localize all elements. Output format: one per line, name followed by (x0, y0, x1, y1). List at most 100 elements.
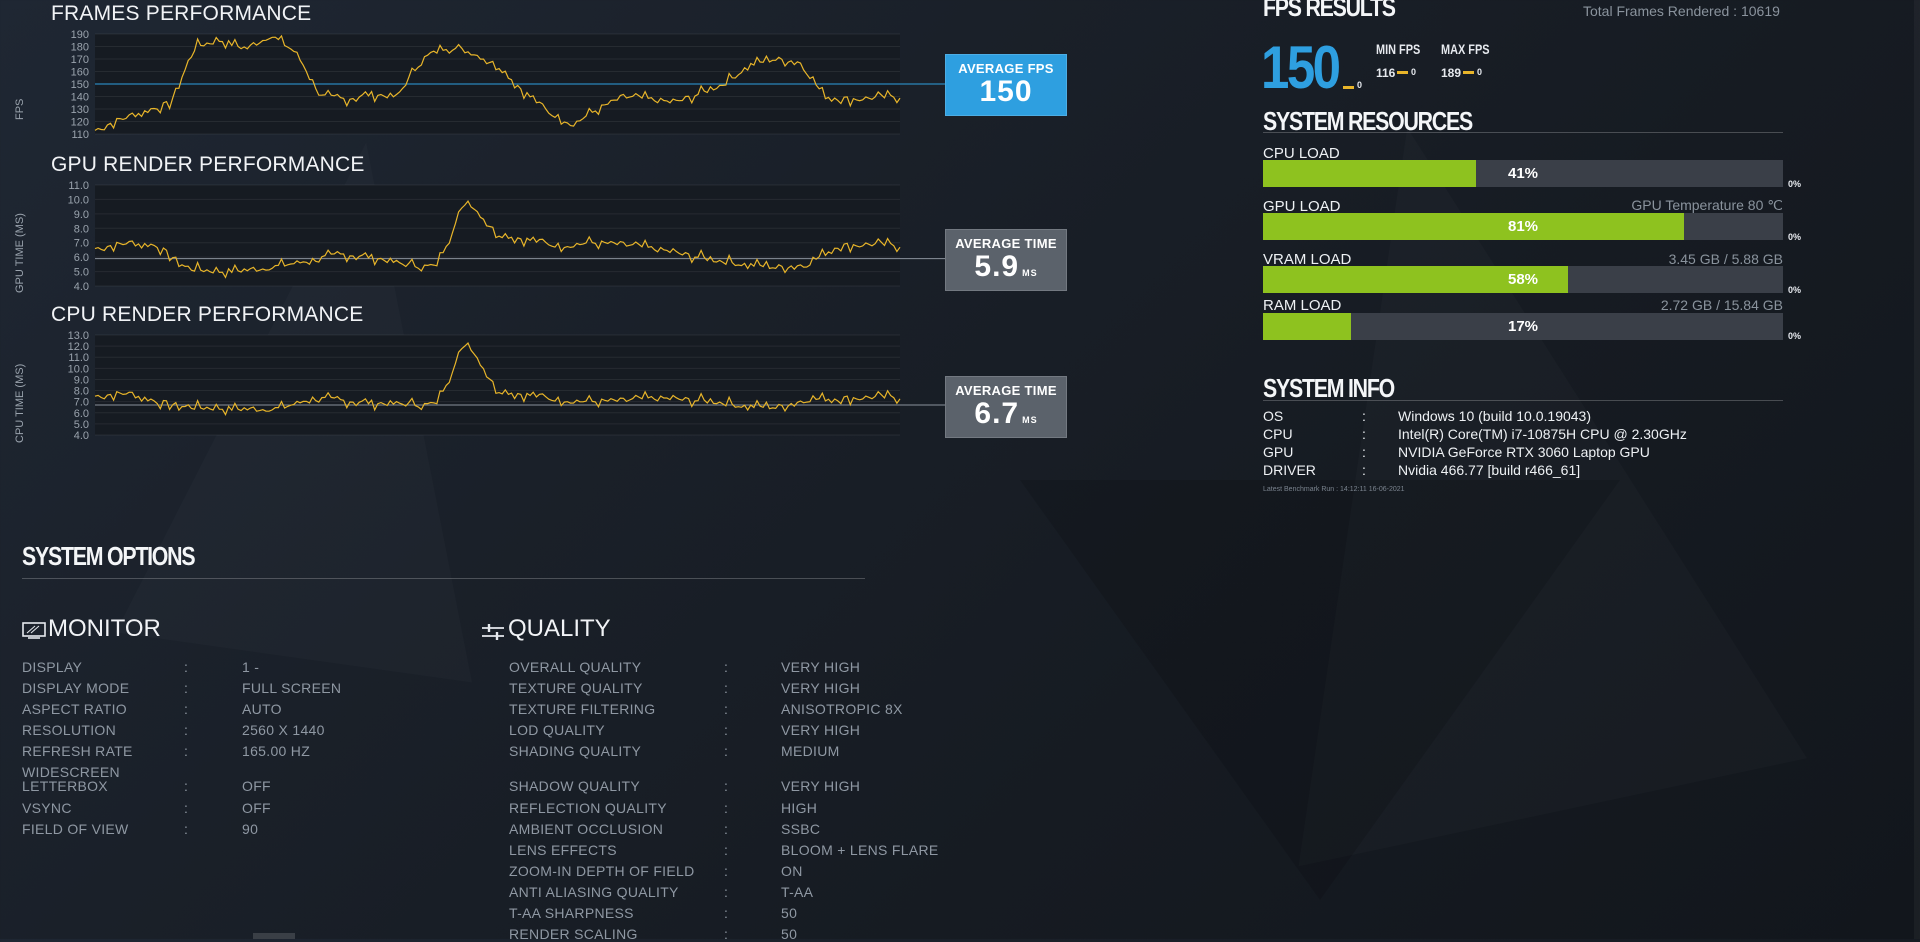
fps-big-value: 150 (1261, 34, 1341, 101)
frames-tick-label: 160 (71, 67, 89, 79)
cpu-render-title: CPU RENDER PERFORMANCE (51, 303, 364, 326)
vram-load-label: VRAM LOAD (1263, 251, 1352, 268)
system-options-title: SYSTEM OPTIONS (22, 541, 196, 571)
ram-load-percent: 17% (1507, 318, 1539, 335)
cpu-load-zero: 0% (1788, 179, 1802, 189)
frames-tick-label: 110 (71, 129, 89, 141)
frames-plot-area (95, 34, 900, 134)
monitor-option-value: FULL SCREEN (242, 680, 342, 696)
gpu-tick-label: 4.0 (74, 281, 89, 293)
gpu-plot-area (95, 185, 900, 286)
vram-load-bar: 58% (1263, 266, 1783, 293)
quality-option-key: ZOOM-IN DEPTH OF FIELD (509, 863, 695, 879)
quality-option-sep: : (724, 842, 729, 858)
gpu-load-percent: 81% (1507, 218, 1539, 235)
gpu-axis-label: GPU TIME (MS) (14, 213, 26, 293)
ram-usage: 2.72 GB / 15.84 GB (1660, 297, 1783, 313)
cpu-tick-label: 8.0 (74, 386, 89, 398)
monitor-option-sep: : (184, 701, 189, 717)
quality-option-key: T-AA SHARPNESS (509, 905, 634, 921)
gpu-load-label: GPU LOAD (1263, 198, 1341, 215)
min-fps-marker (1397, 71, 1408, 74)
ram-load-bar: 17% (1263, 313, 1783, 340)
monitor-option-value: 2560 X 1440 (242, 722, 325, 738)
max-fps-marker (1463, 71, 1474, 74)
gpu-load-zero: 0% (1788, 232, 1802, 242)
max-fps-zero: 0 (1477, 67, 1483, 77)
info-gpu-sep: : (1362, 444, 1366, 460)
quality-option-sep: : (724, 863, 729, 879)
gpu-render-title: GPU RENDER PERFORMANCE (51, 153, 365, 176)
cpu-load-label: CPU LOAD (1263, 145, 1340, 162)
cpu-tick-label: 10.0 (68, 363, 89, 375)
info-cpu-key: CPU (1263, 426, 1293, 442)
gpu-average-time-box: AVERAGE TIME 5.9 MS (945, 229, 1067, 291)
horizontal-scroll-thumb[interactable] (253, 933, 295, 939)
gpu-tick-label: 6.0 (74, 252, 89, 264)
cpu-average-time-label: AVERAGE TIME (955, 383, 1057, 398)
monitor-option-value: 1 - (242, 659, 260, 675)
min-fps-zero: 0 (1411, 67, 1417, 77)
quality-option-value: BLOOM + LENS FLARE (781, 842, 939, 858)
quality-option-sep: : (724, 778, 729, 794)
gpu-average-time-unit: MS (1022, 268, 1038, 278)
gpu-temperature: GPU Temperature 80 ℃ (1631, 197, 1783, 213)
system-options-divider (22, 578, 865, 579)
vram-load-zero: 0% (1788, 285, 1802, 295)
fps-big-zero: 0 (1357, 80, 1363, 90)
cpu-tick-label: 6.0 (74, 408, 89, 420)
quality-option-value: 50 (781, 905, 798, 921)
frames-tick-label: 140 (71, 92, 89, 104)
system-info-title: SYSTEM INFO (1263, 373, 1395, 403)
monitor-option-value: OFF (242, 778, 271, 794)
cpu-load-bar-fill (1263, 160, 1477, 187)
frames-tick-label: 190 (71, 29, 89, 41)
frames-tick-label: 120 (71, 117, 89, 129)
monitor-option-key: RESOLUTION (22, 722, 117, 738)
cpu-load-percent: 41% (1507, 165, 1539, 182)
info-os-key: OS (1263, 408, 1284, 424)
quality-option-value: ANISOTROPIC 8X (781, 701, 903, 717)
cpu-tick-label: 13.0 (68, 330, 89, 342)
ram-load-zero: 0% (1788, 331, 1802, 341)
monitor-option-sep: : (184, 659, 189, 675)
gpu-tick-label: 7.0 (74, 238, 89, 250)
cpu-series-line (94, 341, 901, 416)
monitor-option-key: LETTERBOX (22, 778, 108, 794)
max-fps-label: MAX FPS (1441, 41, 1490, 57)
info-driver-sep: : (1362, 462, 1366, 478)
fps-axis-label: FPS (14, 98, 26, 120)
monitor-option-value: 165.00 HZ (242, 743, 311, 759)
gpu-load-bar: 81% (1263, 213, 1783, 240)
sliders-icon (482, 624, 504, 640)
monitor-option-value: OFF (242, 800, 271, 816)
info-gpu-value: NVIDIA GeForce RTX 3060 Laptop GPU (1398, 444, 1650, 460)
min-fps-value: 116 (1376, 66, 1396, 80)
gpu-tick-label: 9.0 (74, 209, 89, 221)
cpu-tick-label: 4.0 (74, 430, 89, 442)
monitor-option-sep: : (184, 778, 189, 794)
quality-option-value: VERY HIGH (781, 680, 861, 696)
gpu-load-bar-fill (1263, 213, 1685, 240)
monitor-option-key: VSYNC (22, 800, 72, 816)
monitor-option-value: 90 (242, 821, 259, 837)
quality-option-key: REFLECTION QUALITY (509, 800, 667, 816)
quality-title: QUALITY (508, 615, 611, 642)
fps-big-marker (1343, 86, 1354, 89)
info-os-sep: : (1362, 408, 1366, 424)
vertical-scrollbar[interactable] (1914, 0, 1920, 939)
gpu-tick-label: 11.0 (68, 180, 89, 192)
monitor-option-key: REFRESH RATE (22, 743, 133, 759)
average-fps-box: AVERAGE FPS 150 (945, 54, 1067, 116)
frames-tick-label: 180 (71, 42, 89, 54)
quality-option-sep: : (724, 800, 729, 816)
quality-option-key: TEXTURE FILTERING (509, 701, 656, 717)
cpu-average-time-box: AVERAGE TIME 6.7 MS (945, 376, 1067, 438)
gpu-series-line (94, 200, 901, 279)
cpu-tick-label: 5.0 (74, 419, 89, 431)
cpu-average-time-unit: MS (1022, 415, 1038, 425)
system-resources-divider (1263, 132, 1783, 133)
frames-tick-label: 150 (71, 79, 89, 91)
monitor-icon (22, 622, 46, 639)
frames-series-line (94, 34, 901, 131)
